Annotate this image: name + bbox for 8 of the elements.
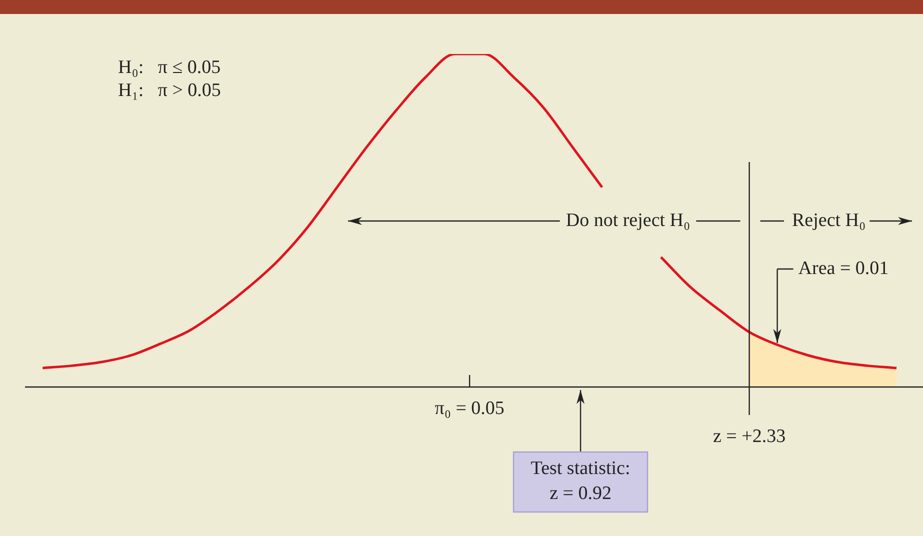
text: z = +2.33 — [712, 426, 786, 447]
text: Test statistic: z = 0.92 — [530, 458, 630, 504]
annotation: H₀: π ≤ 0.05 — [118, 56, 221, 78]
annotation: H₁: π > 0.05 — [118, 80, 221, 101]
annotation: Do not reject H₀ — [566, 210, 690, 231]
annotation: Area = 0.01 — [798, 258, 889, 279]
annotation: Reject H₀ — [792, 210, 866, 231]
text: π₀ = 0.05 — [434, 398, 504, 419]
